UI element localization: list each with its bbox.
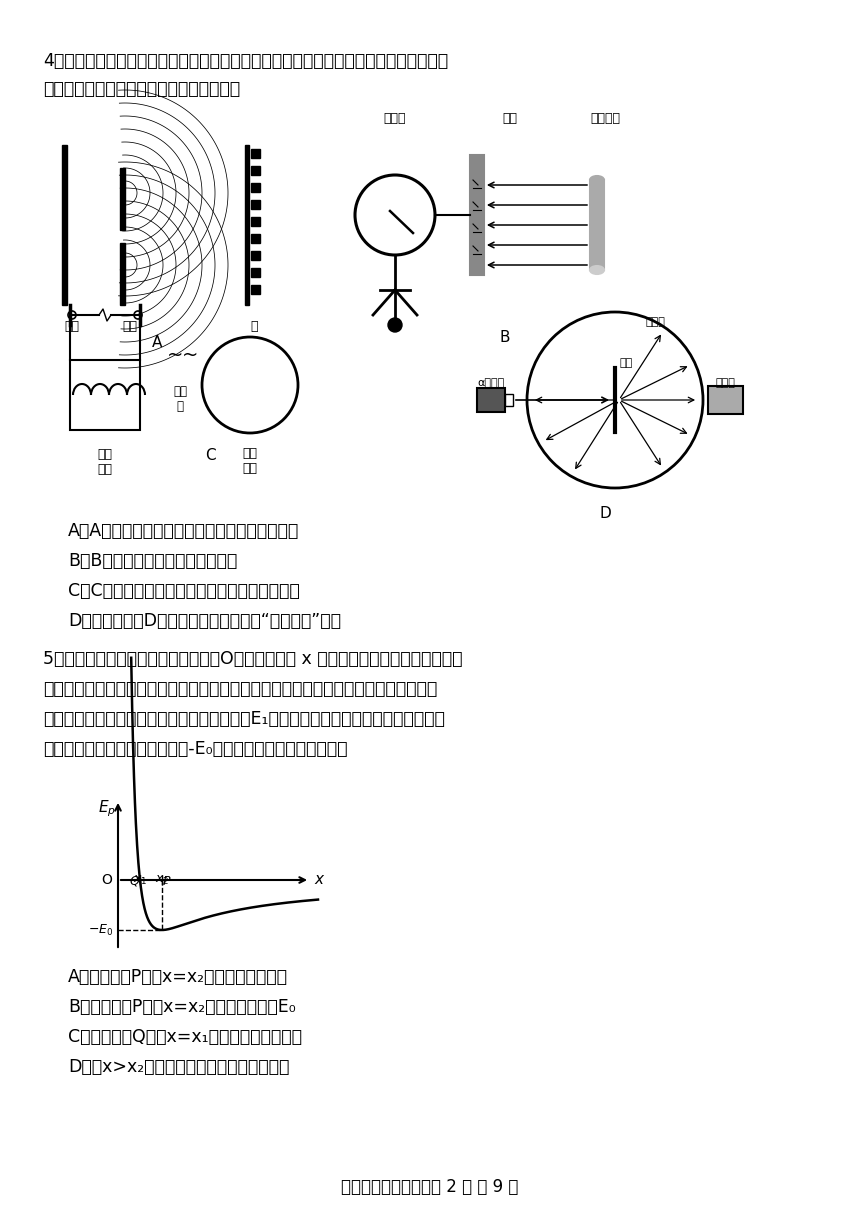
Text: 荧光屏: 荧光屏 xyxy=(645,317,665,327)
Bar xyxy=(470,154,484,275)
Bar xyxy=(251,167,260,175)
Text: $x$: $x$ xyxy=(314,873,326,888)
Bar xyxy=(251,268,260,277)
Text: 发射
电路: 发射 电路 xyxy=(97,447,113,475)
Circle shape xyxy=(388,319,402,332)
Text: B．B图的实验证明了光具有波动性: B．B图的实验证明了光具有波动性 xyxy=(68,552,237,570)
Text: 双缝: 双缝 xyxy=(122,320,137,333)
Bar xyxy=(477,388,505,412)
Text: D: D xyxy=(599,506,611,520)
Text: 者势能大小可忽略不计。两分子间的分子势能E₁与两分子间距离的变化关系如图中曲线: 者势能大小可忽略不计。两分子间的分子势能E₁与两分子间距离的变化关系如图中曲线 xyxy=(43,710,445,728)
Text: 紫外线灯: 紫外线灯 xyxy=(590,112,620,125)
Text: Q: Q xyxy=(129,876,139,888)
Text: 4．在物理学发展的进程中，人们通过对某些重要物理实验的深入观察和研究，获得正确: 4．在物理学发展的进程中，人们通过对某些重要物理实验的深入观察和研究，获得正确 xyxy=(43,52,448,71)
Text: O: O xyxy=(101,873,112,886)
Bar xyxy=(590,180,604,270)
Text: A．A图中干涉条纹间距与单缝到双缝的距离有关: A．A图中干涉条纹间距与单缝到双缝的距离有关 xyxy=(68,522,299,540)
Text: $-E_0$: $-E_0$ xyxy=(88,923,113,938)
Text: 显微镜: 显微镜 xyxy=(715,378,735,388)
Text: A．乙分子在P点（x=x₂）时，加速度最大: A．乙分子在P点（x=x₂）时，加速度最大 xyxy=(68,968,288,986)
Text: P: P xyxy=(163,876,170,888)
Text: 所示。图中分子势能的最小値为-E₀。下列说法正确的是（　　）: 所示。图中分子势能的最小値为-E₀。下列说法正确的是（ ） xyxy=(43,741,347,758)
Text: 高二年级物理试卷　第 2 页 共 9 页: 高二年级物理试卷 第 2 页 共 9 页 xyxy=(341,1178,519,1197)
Bar xyxy=(251,199,260,209)
Text: 5．如图所示，甲分子固定在坐标原点O，乙分子在沿 x 轴距离甲分子很远的地方由静止: 5．如图所示，甲分子固定在坐标原点O，乙分子在沿 x 轴距离甲分子很远的地方由静… xyxy=(43,651,463,668)
Text: C．C图发射电路中可以用恒定的电场产生电磁波: C．C图发射电路中可以用恒定的电场产生电磁波 xyxy=(68,582,300,599)
Text: D．卢瑟福利用D图的实验提出了原子的“核式结构”理论: D．卢瑟福利用D图的实验提出了原子的“核式结构”理论 xyxy=(68,612,341,630)
Bar xyxy=(245,145,249,305)
Circle shape xyxy=(68,311,76,319)
Text: 锤板: 锤板 xyxy=(502,112,518,125)
Text: B．乙分子在P点（x=x₂）时，其动能为E₀: B．乙分子在P点（x=x₂）时，其动能为E₀ xyxy=(68,998,296,1017)
Bar xyxy=(708,385,743,413)
Text: $E_p$: $E_p$ xyxy=(98,798,116,818)
Text: ~: ~ xyxy=(181,345,198,365)
Text: C: C xyxy=(205,447,215,463)
Bar xyxy=(251,285,260,294)
Text: 单缝: 单缝 xyxy=(64,320,79,333)
Text: 金箔: 金箔 xyxy=(620,358,633,368)
Ellipse shape xyxy=(590,266,604,274)
Text: 的理论认识。下列说法中正确的是（　　）: 的理论认识。下列说法中正确的是（ ） xyxy=(43,80,240,98)
Text: A: A xyxy=(152,334,163,350)
Bar xyxy=(251,233,260,243)
Text: D．当x>x₂时，分子间的作用力表现为引力: D．当x>x₂时，分子间的作用力表现为引力 xyxy=(68,1058,289,1076)
Text: ~: ~ xyxy=(167,345,183,365)
Ellipse shape xyxy=(590,176,604,184)
Text: 验电器: 验电器 xyxy=(384,112,406,125)
Bar xyxy=(62,145,67,305)
Text: C．乙分子在Q点（x=x₁）时，处于平衡状态: C．乙分子在Q点（x=x₁）时，处于平衡状态 xyxy=(68,1028,302,1046)
Bar xyxy=(251,182,260,192)
Text: $x_2$: $x_2$ xyxy=(155,874,169,886)
Circle shape xyxy=(134,311,142,319)
Text: 屏: 屏 xyxy=(250,320,257,333)
Bar xyxy=(251,216,260,226)
Bar xyxy=(70,360,140,430)
Bar xyxy=(120,243,125,305)
Text: 接收
线圈: 接收 线圈 xyxy=(243,447,257,475)
Text: 向甲分子运动，过程中乙分子仅受到二者之间的分子间相互作用力，且乙分子出发时二: 向甲分子运动，过程中乙分子仅受到二者之间的分子间相互作用力，且乙分子出发时二 xyxy=(43,680,437,698)
Bar xyxy=(251,250,260,260)
Bar xyxy=(120,168,125,230)
Text: $x_1$: $x_1$ xyxy=(132,874,147,886)
Bar xyxy=(251,150,260,158)
Text: α粒子源: α粒子源 xyxy=(477,378,505,388)
Text: B: B xyxy=(500,330,510,345)
Text: 电磁
波: 电磁 波 xyxy=(173,385,187,413)
Bar xyxy=(505,394,513,406)
